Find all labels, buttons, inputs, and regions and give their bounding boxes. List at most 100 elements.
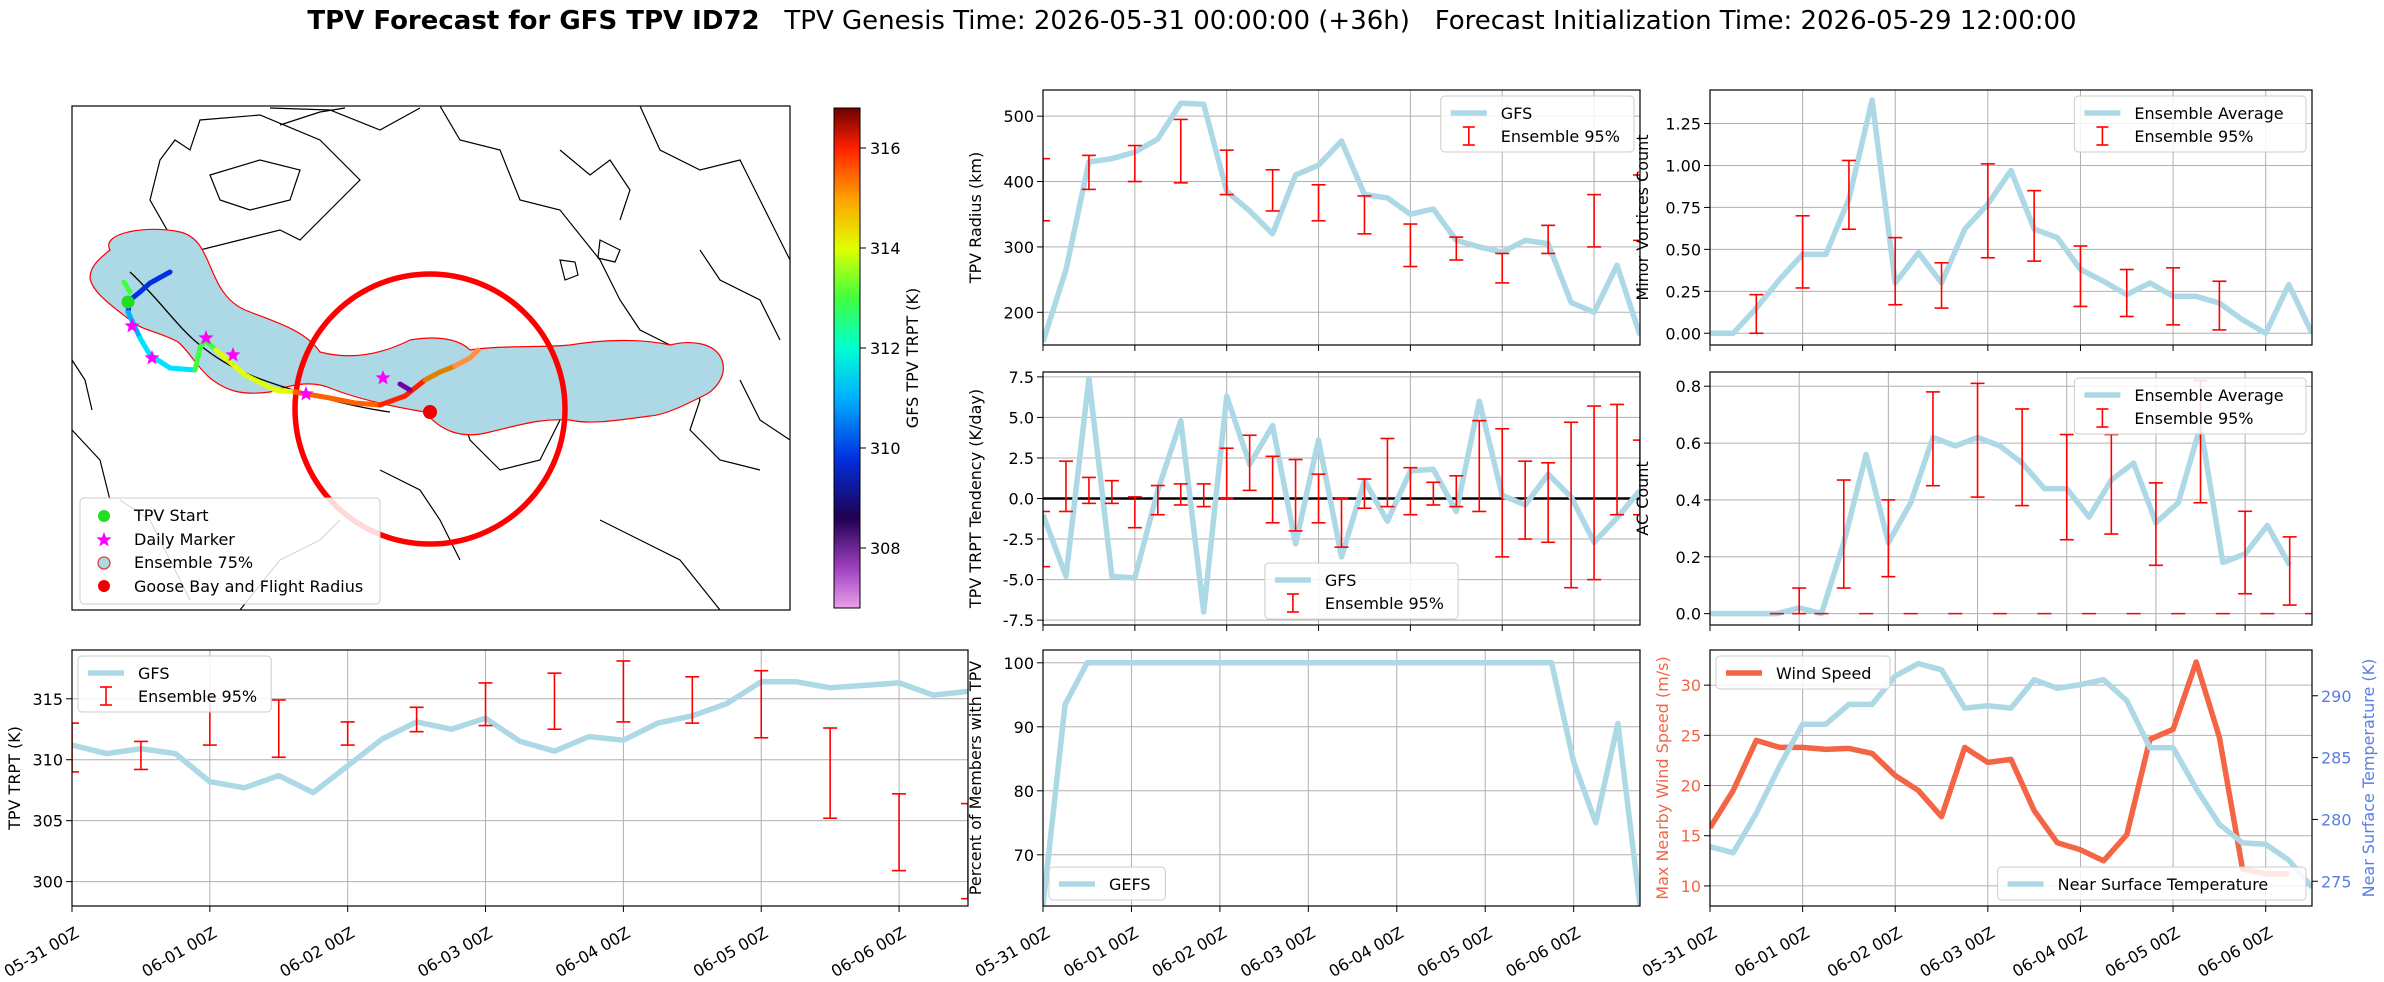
errorbar	[1564, 421, 1579, 589]
errorbar	[1403, 223, 1418, 268]
daily-markers	[124, 318, 391, 401]
series-line-gefs	[1043, 660, 1640, 906]
y-tick-label: 90	[1014, 718, 1034, 737]
errorbar-series	[72, 660, 968, 900]
chart-radius: 200 300 400 500 TPV Radius (km) GFS Ensemble 9…	[966, 89, 1641, 351]
errorbar	[340, 721, 355, 746]
y-tick-label: 310	[32, 751, 63, 770]
x-tick-label: 05-31 00Z	[972, 923, 1053, 981]
legend-errorbar-swatch	[100, 686, 112, 706]
legend-label: Ensemble 95%	[1325, 594, 1444, 613]
errorbar	[1081, 476, 1096, 505]
x-tick-label: 06-03 00Z	[1237, 923, 1318, 981]
y-tick-label: 300	[32, 873, 63, 892]
errorbar	[1265, 168, 1280, 212]
x-tick-label: 06-01 00Z	[1060, 923, 1141, 981]
y-right-tick-label: 280	[2321, 810, 2352, 829]
axes-frame	[1042, 649, 1641, 907]
y-tick-label: 0.6	[1676, 434, 1701, 453]
errorbar	[1196, 483, 1211, 508]
x-tick-label: 06-02 00Z	[1149, 923, 1230, 981]
y-tick-label: 5.0	[1009, 408, 1034, 427]
y-tick-label: 0.2	[1676, 548, 1701, 567]
plot-area	[1043, 660, 1640, 906]
errorbar	[754, 669, 769, 739]
errorbar	[892, 793, 907, 872]
figure-title: TPV Forecast for GFS TPV ID72 TPV Genesi…	[0, 6, 2384, 36]
lightblue-circle-icon	[97, 556, 111, 570]
x-tick-label: 05-31 00Z	[1639, 923, 1720, 981]
errorbar	[2282, 536, 2297, 606]
y-tick-label: 30	[1681, 676, 1701, 695]
legend-label: Near Surface Temperature	[2058, 875, 2269, 894]
map-legend-label: Daily Marker	[134, 530, 235, 549]
colorbar-label: GFS TPV TRPT (K)	[903, 288, 922, 428]
chart-minor-vortices: 0.00 0.25 0.50 0.75 1.00 1.25 Minor Vortices C…	[1633, 89, 2313, 351]
errorbar	[1749, 293, 1764, 335]
y-tick-label: 70	[1014, 846, 1034, 865]
y-axis-label: TPV TRPT Tendency (K/day)	[966, 389, 985, 609]
errorbar	[1836, 479, 1851, 589]
y-tick-label: 25	[1681, 726, 1701, 745]
errorbar	[2073, 245, 2088, 308]
x-tick-label: 06-06 00Z	[828, 923, 909, 981]
errorbar	[1881, 499, 1896, 578]
errorbar	[1265, 455, 1280, 524]
y-tick-label: 315	[32, 690, 63, 709]
colorbar: 316 314 312 310 308 GFS TPV TRPT (K)	[833, 107, 922, 609]
y-tick-label: -7.5	[1003, 611, 1034, 630]
y-tick-label: 7.5	[1009, 368, 1034, 387]
plot-area	[1710, 379, 2312, 617]
colorbar-ticks: 316 314 312 310 308	[860, 139, 901, 558]
errorbar	[1058, 460, 1073, 513]
errorbar-series	[1043, 118, 1640, 284]
map-legend-label: Ensemble 75%	[134, 553, 253, 572]
x-tick-label: 06-02 00Z	[276, 923, 357, 981]
errorbar	[1934, 261, 1949, 309]
errorbar-series	[1043, 403, 1640, 589]
x-tick-label: 05-31 00Z	[1, 923, 82, 981]
errorbar	[1334, 497, 1349, 548]
legend-label: Ensemble 95%	[2134, 409, 2253, 428]
series-line-gfs	[1043, 100, 1640, 343]
x-tick-label: 06-04 00Z	[552, 923, 633, 981]
daily-marker-star-icon	[225, 347, 241, 362]
errorbar	[1610, 403, 1625, 516]
y-tick-label: -2.5	[1003, 530, 1034, 549]
legend: Ensemble Average Ensemble 95%	[2073, 377, 2307, 435]
axes-frame	[71, 649, 969, 907]
y-tick-label: 200	[1003, 303, 1034, 322]
y-tick-label: 2.5	[1009, 449, 1034, 468]
plot-area	[1710, 97, 2312, 337]
errorbar	[1795, 215, 1810, 289]
y-right-tick-label: 290	[2321, 687, 2352, 706]
errorbar	[1219, 149, 1234, 196]
colorbar-tick-label: 310	[870, 439, 901, 458]
errorbar	[2015, 408, 2030, 507]
series-line-wind-speed	[1710, 659, 2289, 877]
y-right-axis-label: Near Surface Temperature (K)	[2359, 659, 2378, 898]
errorbar	[1357, 195, 1372, 235]
y-tick-label: 500	[1003, 107, 1034, 126]
legend: Ensemble Average Ensemble 95%	[2073, 95, 2307, 153]
legend-label: GFS	[1501, 104, 1532, 123]
legend: Near Surface Temperature	[1997, 866, 2307, 901]
x-tick-label: 06-03 00Z	[1917, 923, 1998, 981]
errorbar	[1449, 474, 1464, 508]
legend: GFS Ensemble 95%	[77, 655, 272, 713]
y-tick-label: 0.0	[1676, 605, 1701, 624]
goose-bay-marker	[423, 405, 437, 419]
errorbar	[1311, 473, 1326, 524]
plots: 200 300 400 500 TPV Radius (km) GFS Ensemble 9…	[1, 89, 2378, 981]
plot-area	[1043, 375, 1640, 615]
y-tick-label: 0.50	[1665, 240, 1701, 259]
errorbar	[271, 699, 286, 759]
errorbar	[1173, 483, 1188, 506]
errorbar	[1357, 478, 1372, 510]
errorbar	[1043, 157, 1050, 222]
axes-frame	[1042, 89, 1641, 346]
y-axis-label: Percent of Members with TPV	[966, 661, 985, 895]
errorbar	[1173, 118, 1188, 184]
y-tick-label: 0.0	[1009, 490, 1034, 509]
